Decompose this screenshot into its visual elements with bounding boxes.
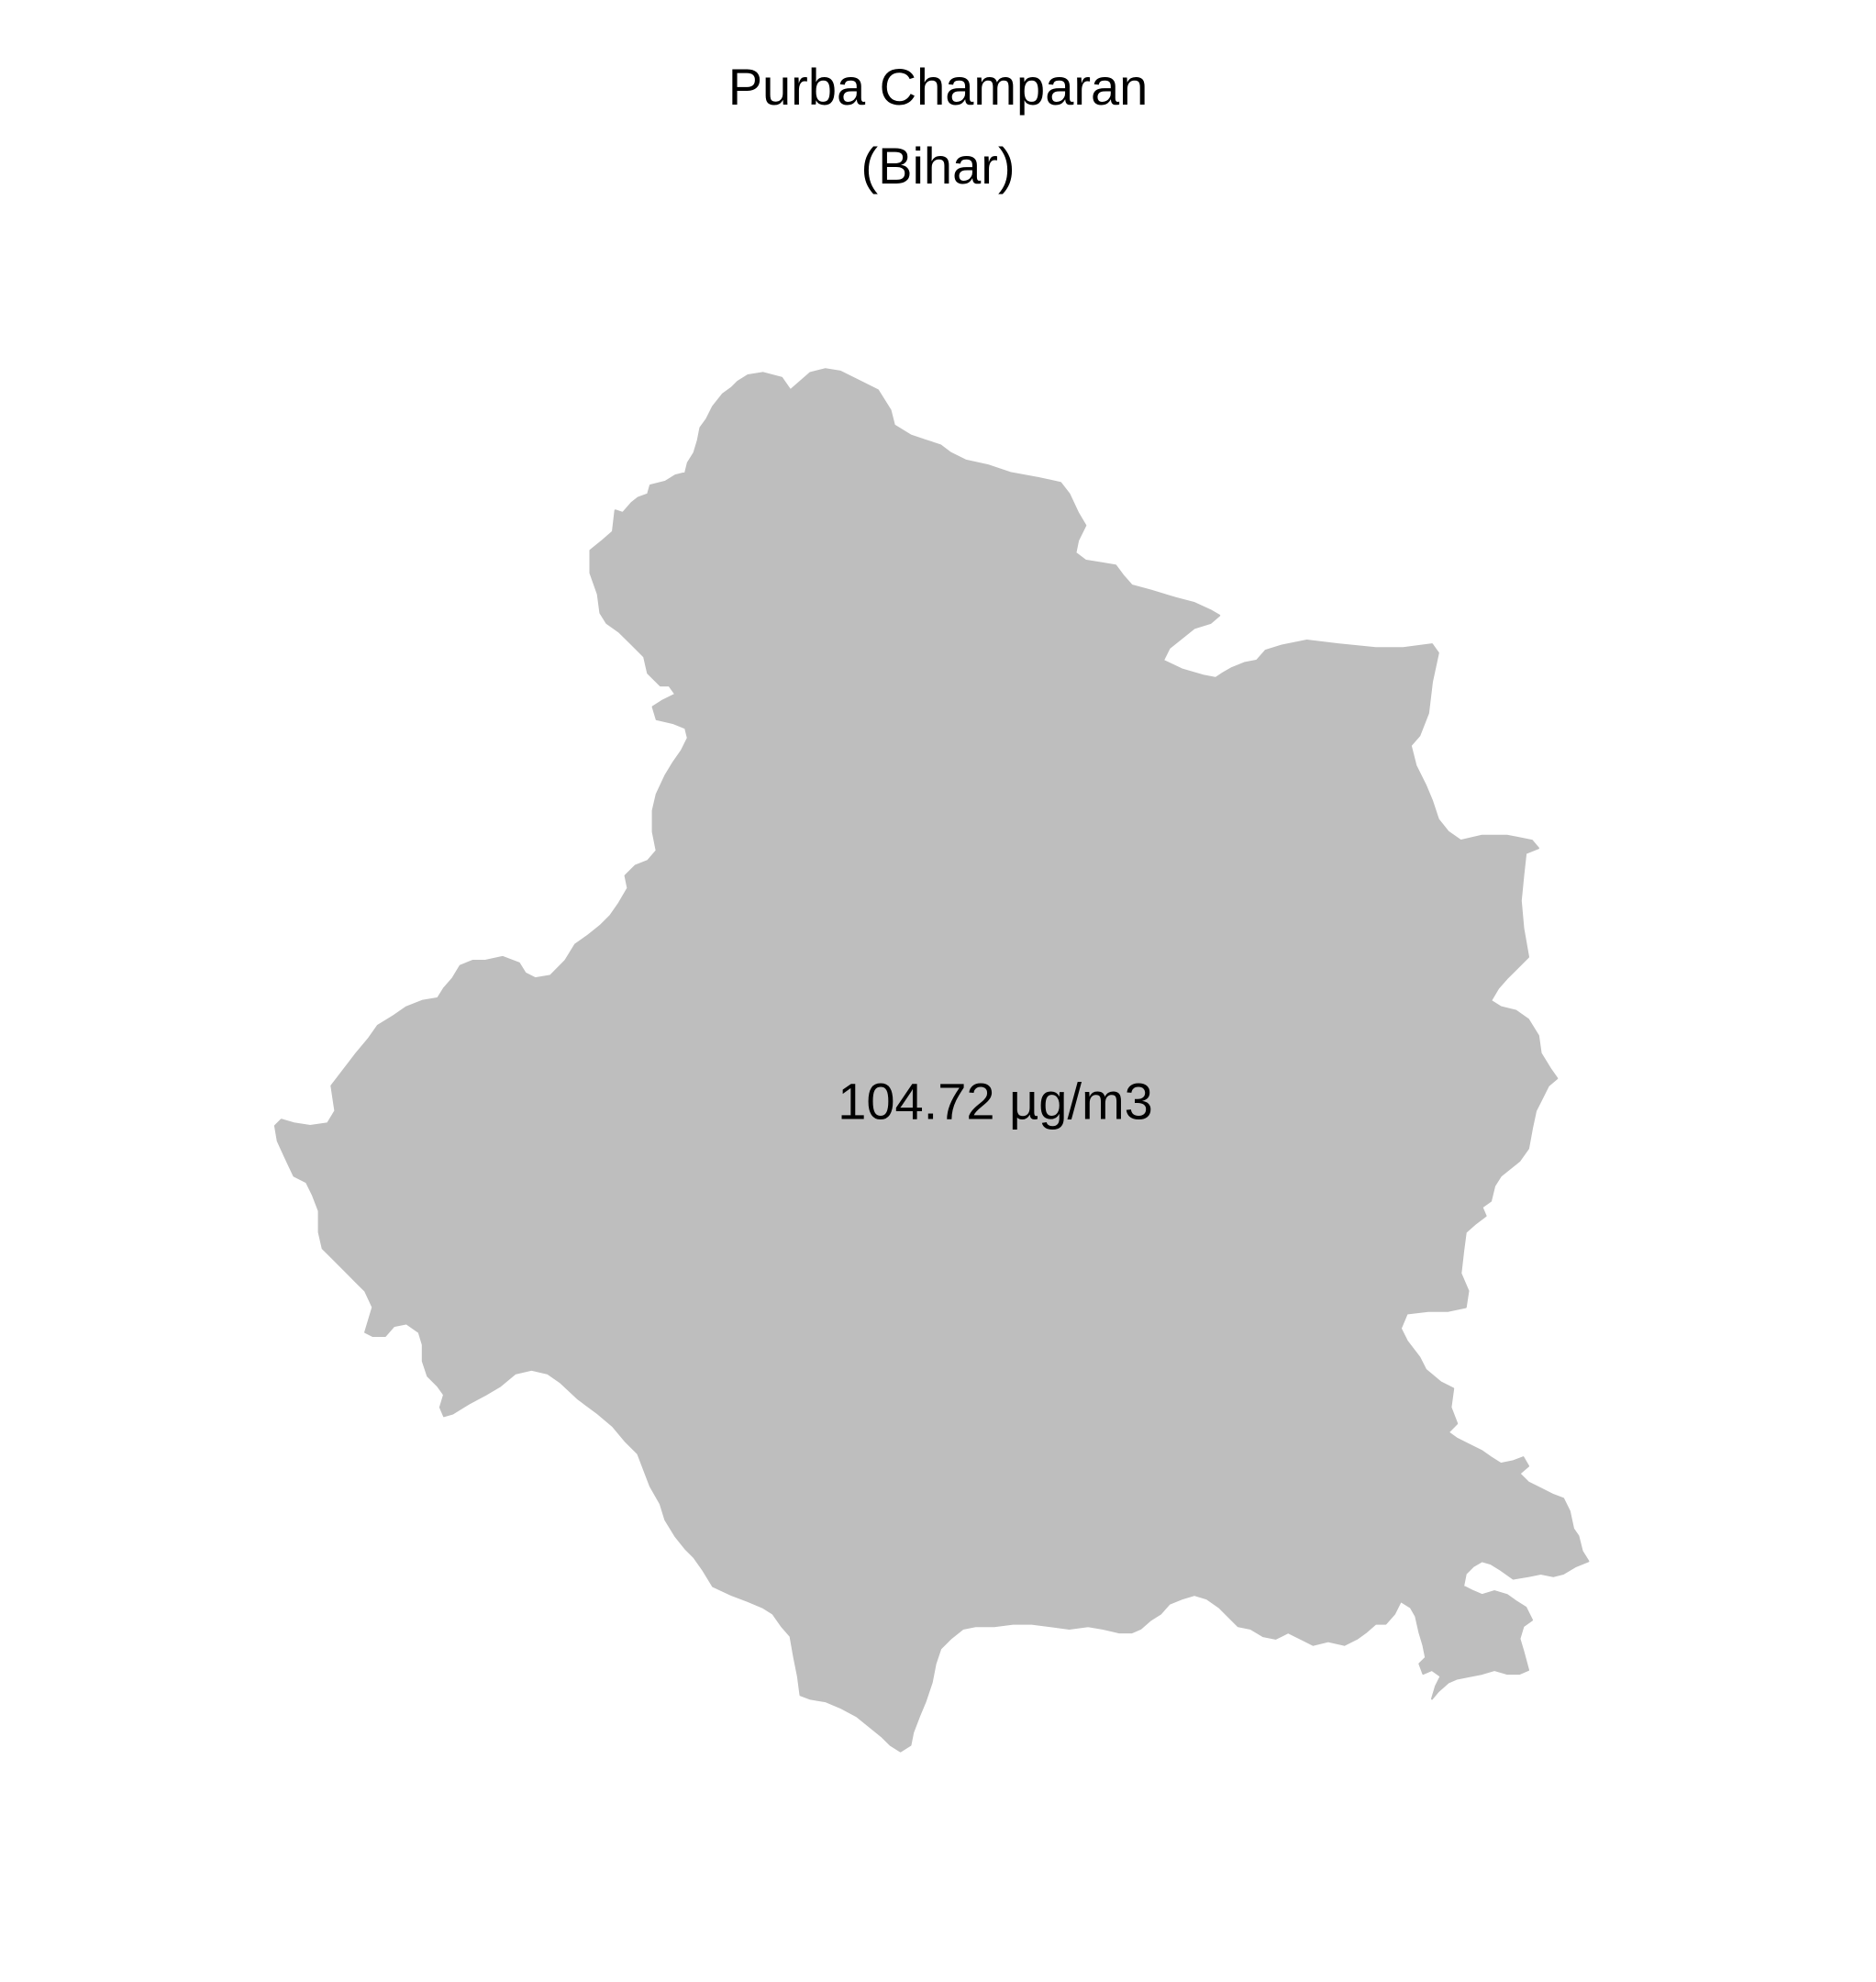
district-polygon: [273, 368, 1590, 1753]
map-title: Purba Champaran: [727, 58, 1149, 116]
map-subtitle: (Bihar): [860, 137, 1016, 195]
map-title-block: Purba Champaran (Bihar): [0, 48, 1876, 206]
district-value-label: 104.72 µg/m3: [838, 1072, 1153, 1130]
